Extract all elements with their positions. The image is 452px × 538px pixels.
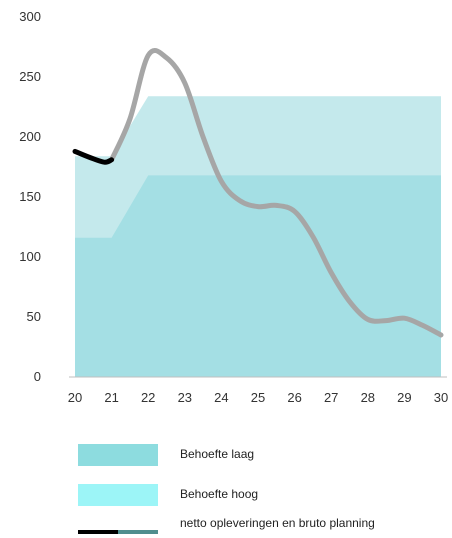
line-netto-opleveringen	[72, 148, 115, 165]
legend: Behoefte laag Behoefte hoog netto opleve…	[0, 438, 452, 534]
y-tick-label-50: 50	[27, 309, 41, 324]
chart-canvas: 0 50 100 150 200 250 300 20 21 22 23 24 25 26 27 28 29 3…	[19, 9, 448, 405]
legend-label-behoefte-hoog: Behoefte hoog	[180, 487, 259, 501]
x-tick-label-25: 25	[251, 390, 265, 405]
x-axis-ticks: 20 21 22 23 24 25 26 27 28 29 30	[68, 390, 448, 405]
x-tick-label-29: 29	[397, 390, 411, 405]
legend-label-netto-bruto: netto opleveringen en bruto planning	[180, 516, 375, 530]
x-tick-label-21: 21	[104, 390, 118, 405]
x-tick-label-20: 20	[68, 390, 82, 405]
legend-swatch-netto-bruto	[78, 530, 158, 534]
y-tick-label-300: 300	[19, 9, 41, 24]
area-layer	[75, 96, 441, 377]
legend-swatch-behoefte-laag	[78, 444, 158, 466]
y-tick-label-250: 250	[19, 69, 41, 84]
x-tick-label-26: 26	[287, 390, 301, 405]
y-tick-label-100: 100	[19, 249, 41, 264]
legend-swatch-behoefte-hoog	[78, 484, 158, 506]
line-bruto-planning	[109, 47, 444, 338]
y-tick-label-0: 0	[34, 369, 41, 384]
area-behoefte-laag	[75, 175, 441, 377]
legend-label-behoefte-laag: Behoefte laag	[180, 447, 255, 461]
y-tick-label-200: 200	[19, 129, 41, 144]
x-tick-label-24: 24	[214, 390, 228, 405]
y-axis-ticks: 0 50 100 150 200 250 300	[19, 9, 41, 384]
x-tick-label-28: 28	[361, 390, 375, 405]
line-layer	[72, 47, 444, 338]
x-tick-label-30: 30	[434, 390, 448, 405]
x-tick-label-23: 23	[178, 390, 192, 405]
x-tick-label-27: 27	[324, 390, 338, 405]
x-tick-label-22: 22	[141, 390, 155, 405]
y-tick-label-150: 150	[19, 189, 41, 204]
